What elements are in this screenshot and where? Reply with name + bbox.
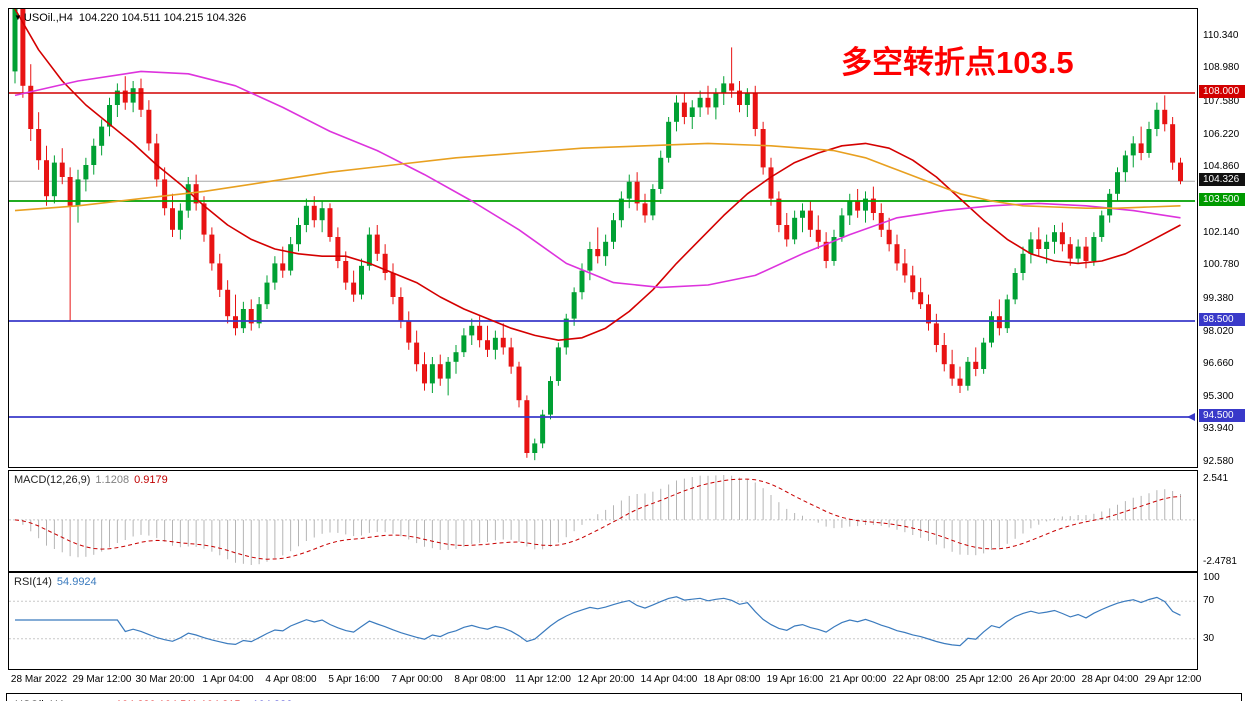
time-tick: 7 Apr 00:00	[391, 674, 443, 685]
price-tick: 98.020	[1203, 326, 1234, 337]
time-tick: 21 Apr 00:00	[829, 674, 887, 685]
time-tick: 12 Apr 20:00	[577, 674, 635, 685]
price-badge-103.500: 103.500	[1199, 193, 1245, 206]
price-tick: 93.940	[1203, 423, 1234, 434]
rsi-tick: 30	[1203, 633, 1215, 644]
macd-chart[interactable]	[9, 471, 1195, 569]
price-tick: 107.580	[1203, 96, 1240, 107]
time-tick: 28 Mar 2022	[10, 674, 68, 685]
chart-title: ▼ USOil.,H4 104.220 104.511 104.215 104.32…	[14, 12, 246, 24]
price-tick: 106.220	[1203, 129, 1240, 140]
price-tick: 95.300	[1203, 391, 1234, 402]
time-tick: 5 Apr 16:00	[328, 674, 380, 685]
strip-values-red: 104.220 104.511 104.215	[116, 699, 241, 701]
next-chart-partial-strip: USOil.,H4 104.220 104.511 104.215 104.326	[6, 693, 1242, 701]
strip-values-blue: 104.326	[253, 699, 293, 701]
time-axis: 28 Mar 2022 29 Mar 12:00 30 Mar 20:00 1 Apr…	[8, 671, 1201, 687]
ohlc-values: 104.220 104.511 104.215 104.326	[78, 12, 247, 24]
time-tick: 28 Apr 04:00	[1081, 674, 1139, 685]
candlestick-chart[interactable]	[9, 9, 1195, 465]
ma-orange	[14, 142, 1181, 212]
price-tick: 100.780	[1203, 259, 1240, 270]
macd-axis: 2.541 -2.4781	[1197, 470, 1246, 570]
price-chart-panel: ▼ USOil.,H4 104.220 104.511 104.215 104.32…	[8, 8, 1198, 468]
price-badge-94.500: 94.500	[1199, 409, 1245, 422]
macd-axis-max: 2.541	[1203, 473, 1229, 484]
time-tick: 30 Mar 20:00	[135, 674, 195, 685]
rsi-label: RSI(14) 54.9924	[14, 576, 97, 588]
time-tick: 29 Apr 12:00	[1144, 674, 1202, 685]
macd-panel: MACD(12,26,9) 1.1208 0.9179	[8, 470, 1198, 572]
macd-signal-line	[14, 478, 1181, 560]
price-tick: 102.140	[1203, 227, 1240, 238]
price-badge-108.000: 108.000	[1199, 85, 1245, 98]
price-tick: 99.380	[1203, 293, 1234, 304]
price-badge-98.500: 98.500	[1199, 313, 1245, 326]
macd-signal-value: 0.9179	[134, 474, 168, 486]
time-tick: 11 Apr 12:00	[515, 674, 571, 685]
rsi-chart[interactable]	[9, 573, 1195, 667]
time-tick: 26 Apr 20:00	[1018, 674, 1076, 685]
macd-axis-min: -2.4781	[1203, 556, 1237, 567]
rsi-tick: 100	[1203, 572, 1220, 583]
time-tick: 25 Apr 12:00	[955, 674, 1013, 685]
symbol-timeframe: USOil.,H4	[23, 12, 73, 24]
line-end-arrow-icon	[1187, 413, 1195, 421]
time-tick: 1 Apr 04:00	[202, 674, 254, 685]
macd-label: MACD(12,26,9) 1.1208 0.9179	[14, 474, 168, 486]
time-tick: 19 Apr 16:00	[766, 674, 824, 685]
macd-histogram	[22, 475, 1181, 565]
time-tick: 18 Apr 08:00	[703, 674, 761, 685]
rsi-name: RSI(14)	[14, 576, 52, 588]
chevron-down-icon[interactable]: ▼	[14, 13, 22, 22]
rsi-value: 54.9924	[56, 576, 97, 588]
ma-magenta	[14, 70, 1181, 289]
price-badge-104.326: 104.326	[1199, 173, 1245, 186]
rsi-axis: 100 70 30	[1197, 572, 1246, 668]
time-tick: 29 Mar 12:00	[72, 674, 132, 685]
macd-name: MACD(12,26,9)	[14, 474, 91, 486]
ma-red	[14, 9, 1181, 342]
macd-main-value: 1.1208	[95, 474, 130, 486]
price-tick: 104.860	[1203, 161, 1240, 172]
candles	[12, 9, 1183, 461]
rsi-line	[15, 596, 1181, 647]
price-tick: 110.340	[1203, 30, 1239, 41]
price-axis: 110.340 108.980 107.580 106.220 104.860 102.1…	[1197, 8, 1246, 467]
price-tick: 96.660	[1203, 358, 1234, 369]
price-tick: 92.580	[1203, 456, 1234, 467]
price-tick: 108.980	[1203, 62, 1240, 73]
strip-symbol: USOil.,H4	[15, 699, 64, 701]
time-tick: 22 Apr 08:00	[892, 674, 950, 685]
rsi-tick: 70	[1203, 595, 1215, 606]
time-tick: 4 Apr 08:00	[265, 674, 317, 685]
time-tick: 14 Apr 04:00	[640, 674, 698, 685]
time-tick: 8 Apr 08:00	[454, 674, 506, 685]
rsi-panel: RSI(14) 54.9924	[8, 572, 1198, 670]
annotation-text: 多空转折点103.5	[841, 45, 1074, 80]
